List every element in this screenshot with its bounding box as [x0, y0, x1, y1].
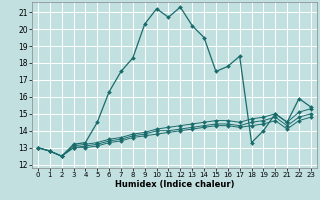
X-axis label: Humidex (Indice chaleur): Humidex (Indice chaleur) [115, 180, 234, 189]
